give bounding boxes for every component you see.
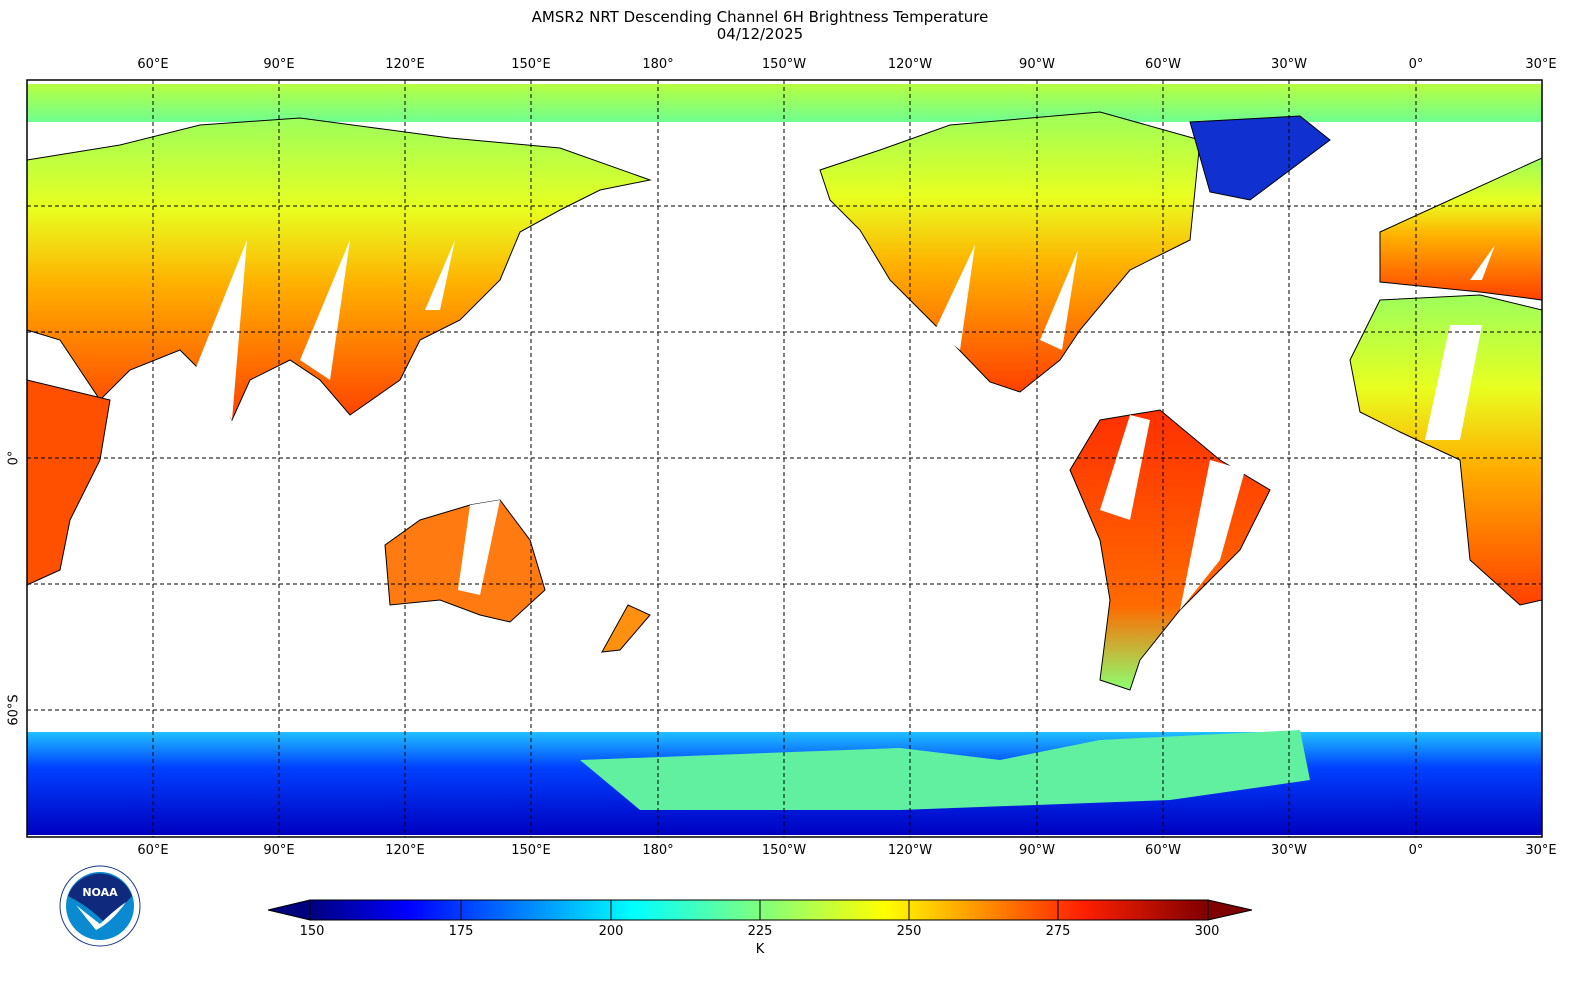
colorbar-tick-label: 175 [448,924,474,939]
colorbar-min-extend [267,899,311,921]
svg-text:NOAA: NOAA [82,886,118,899]
map-frame [26,79,1543,838]
graticule [27,80,1542,837]
map-title: AMSR2 NRT Descending Channel 6H Brightne… [531,8,989,26]
lon-label-top: 120°W [887,57,933,72]
greenland [1189,115,1331,201]
lon-label-top: 180° [642,57,674,72]
lon-label-top: 90°E [263,57,295,72]
swath-gaps [195,240,1495,610]
lon-label-bottom: 90°W [1019,843,1055,858]
antarctic-ross-region [580,730,1310,810]
colorbar-tick-label: 150 [299,924,325,939]
lon-label-top: 150°W [761,57,807,72]
lon-label-top: 60°E [137,57,169,72]
colorbar-tick-label: 275 [1045,924,1071,939]
lon-label-top: 120°E [385,57,425,72]
africa [1349,294,1543,606]
lon-label-top: 150°E [511,57,551,72]
lon-label-top: 30°E [1525,57,1557,72]
lon-label-bottom: 150°E [511,843,551,858]
lon-label-top: 90°W [1019,57,1055,72]
noaa-logo: NOAA [59,865,141,947]
lon-label-bottom: 60°W [1145,843,1181,858]
lat-label: 0° [6,450,22,466]
lat-label: 60°S [6,694,22,726]
lon-label-bottom: 30°E [1525,843,1557,858]
colorbar-tick-label: 200 [598,924,624,939]
colorbar-tick-label: 225 [747,924,773,939]
lon-label-bottom: 120°W [887,843,933,858]
colorbar-tick-label: 250 [896,924,922,939]
lon-label-bottom: 150°W [761,843,807,858]
map-date: 04/12/2025 [716,25,804,43]
colorbar-gradient [309,899,1209,921]
lon-label-bottom: 60°E [137,843,169,858]
lon-label-bottom: 90°E [263,843,295,858]
colorbar [267,899,1253,921]
north-america [819,111,1201,393]
lon-label-bottom: 30°W [1271,843,1307,858]
lon-label-top: 30°W [1271,57,1307,72]
lon-label-top: 60°W [1145,57,1181,72]
colorbar-unit-label: K [755,942,765,957]
lon-label-bottom: 180° [642,843,674,858]
lon-label-bottom: 120°E [385,843,425,858]
lon-label-bottom: 0° [1408,843,1424,858]
colorbar-tick-label: 300 [1194,924,1220,939]
new-zealand [601,604,651,653]
lon-label-top: 0° [1408,57,1424,72]
colorbar-max-extend [1207,899,1253,921]
